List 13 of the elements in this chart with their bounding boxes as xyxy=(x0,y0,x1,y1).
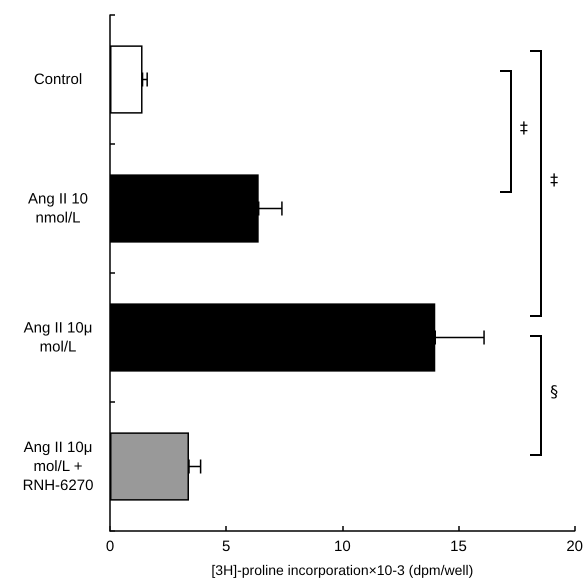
y-tick-label: Ang II 10μ mol/L + RNH-6270 xyxy=(22,439,94,494)
x-tick-label: 0 xyxy=(106,538,114,555)
annotation: ‡ xyxy=(520,118,528,137)
y-tick-label: Ang II 10 nmol/L xyxy=(28,190,88,226)
y-tick-label: Ang II 10μ mol/L xyxy=(24,320,92,356)
x-tick-label: 10 xyxy=(334,538,351,555)
x-tick-label: 20 xyxy=(566,538,583,555)
annotation: § xyxy=(550,382,558,401)
x-axis-title: [3H]-proline incorporation×10-3 (dpm/well) xyxy=(211,562,474,578)
x-tick-label: 15 xyxy=(450,538,467,555)
y-tick-label: Control xyxy=(34,71,82,88)
annotation: ‡ xyxy=(550,170,558,189)
x-tick-label: 5 xyxy=(222,538,230,555)
